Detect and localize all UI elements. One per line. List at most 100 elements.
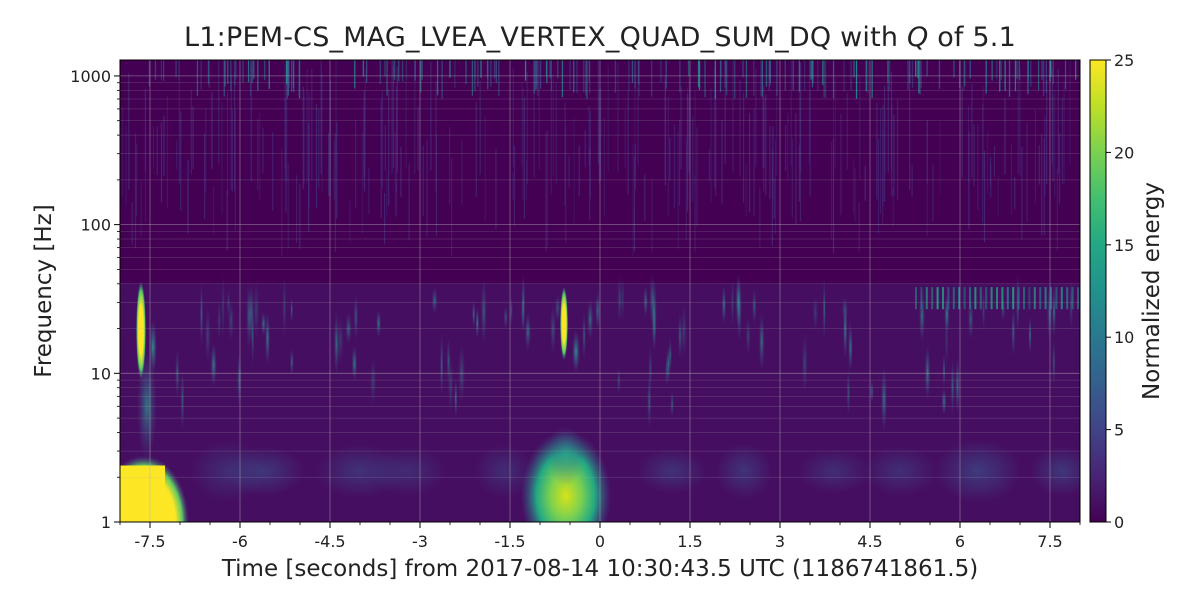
high-band-streak bbox=[925, 287, 928, 310]
streak-feature bbox=[282, 274, 287, 339]
noise-speckle-high bbox=[964, 60, 966, 87]
noise-speckle-high bbox=[824, 60, 827, 99]
noise-speckle bbox=[311, 68, 313, 180]
noise-speckle-high bbox=[917, 60, 919, 79]
noise-speckle bbox=[834, 77, 836, 169]
noise-speckle bbox=[461, 140, 463, 206]
noise-speckle-high bbox=[287, 60, 289, 83]
streak-feature bbox=[648, 345, 653, 393]
streak-feature bbox=[752, 288, 757, 325]
noise-speckle bbox=[644, 174, 646, 221]
grid-lines bbox=[120, 60, 1080, 522]
event-streak bbox=[560, 286, 568, 361]
x-tick-label: -1.5 bbox=[494, 532, 525, 551]
noise-speckle bbox=[391, 60, 393, 175]
noise-speckle bbox=[178, 81, 180, 184]
noise-speckle-high bbox=[850, 60, 852, 90]
event-halo bbox=[547, 425, 584, 486]
streak-feature bbox=[509, 294, 513, 327]
event-streak-echo bbox=[572, 329, 580, 374]
streak-feature bbox=[924, 344, 931, 401]
noise-speckle bbox=[633, 206, 635, 236]
streak-feature bbox=[472, 300, 476, 328]
noise-speckle bbox=[877, 139, 880, 234]
noise-speckle-high bbox=[804, 60, 806, 91]
noise-speckle bbox=[679, 119, 681, 206]
noise-speckle bbox=[1057, 68, 1059, 175]
noise-speckle bbox=[890, 72, 893, 172]
noise-speckle bbox=[748, 112, 751, 213]
streak-feature bbox=[503, 305, 509, 330]
noise-speckle-high bbox=[660, 60, 662, 83]
high-band-streak bbox=[979, 287, 982, 310]
streak-feature bbox=[822, 277, 826, 343]
noise-speckle bbox=[1069, 60, 1071, 165]
noise-speckle-high bbox=[765, 60, 768, 87]
noise-speckle bbox=[971, 84, 973, 178]
noise-speckle-high bbox=[1027, 60, 1029, 82]
early-streak-echo bbox=[149, 319, 157, 376]
high-band-streak bbox=[1077, 287, 1079, 310]
noise-speckle-high bbox=[490, 60, 492, 87]
plot-area bbox=[120, 60, 1080, 522]
noise-speckle bbox=[909, 73, 911, 190]
x-axis-label: Time [seconds] from 2017-08-14 10:30:43.… bbox=[221, 556, 979, 582]
noise-speckle bbox=[417, 106, 419, 171]
streak-feature bbox=[870, 379, 874, 404]
noise-speckle-high bbox=[207, 60, 210, 84]
noise-speckle bbox=[1041, 134, 1043, 236]
noise-speckle bbox=[598, 89, 600, 184]
noise-speckle bbox=[1019, 66, 1021, 176]
noise-speckle bbox=[932, 164, 934, 222]
streak-feature bbox=[745, 316, 751, 356]
noise-speckle-high bbox=[920, 60, 922, 88]
noise-speckle-high bbox=[524, 60, 527, 81]
noise-speckle-high bbox=[1018, 60, 1021, 81]
noise-speckle-high bbox=[480, 60, 482, 78]
high-band-streak bbox=[996, 287, 998, 310]
noise-speckle-high bbox=[725, 60, 728, 89]
streak-feature bbox=[554, 294, 561, 323]
noise-speckle bbox=[414, 60, 416, 175]
noise-speckle-high bbox=[1016, 60, 1018, 79]
low-frequency-blob bbox=[934, 439, 1022, 503]
noise-speckle bbox=[321, 74, 323, 192]
noise-speckle-high bbox=[449, 60, 451, 78]
streak-feature bbox=[431, 286, 438, 314]
noise-speckle-high bbox=[242, 60, 244, 83]
streak-feature bbox=[290, 296, 294, 324]
noise-speckle bbox=[234, 71, 236, 191]
noise-speckle-high bbox=[298, 60, 300, 96]
x-tick-label: 4.5 bbox=[857, 532, 882, 551]
noise-speckle bbox=[809, 89, 811, 197]
noise-speckle-high bbox=[585, 60, 587, 96]
noise-speckle-high bbox=[379, 60, 381, 84]
noise-speckle bbox=[624, 109, 626, 169]
noise-speckle-high bbox=[533, 60, 535, 94]
noise-speckle bbox=[250, 65, 252, 182]
streak-feature bbox=[731, 277, 734, 330]
streak-feature bbox=[351, 345, 358, 383]
noise-speckle bbox=[896, 99, 899, 200]
x-tick-label: 0 bbox=[595, 532, 605, 551]
streak-feature bbox=[337, 315, 344, 366]
x-tick-label: -7.5 bbox=[134, 532, 165, 551]
noise-speckle bbox=[637, 60, 639, 165]
noise-speckle bbox=[526, 71, 528, 184]
streak-feature bbox=[955, 356, 960, 415]
noise-speckle bbox=[1026, 122, 1028, 223]
streak-feature bbox=[670, 390, 675, 418]
noise-speckle-high bbox=[698, 60, 701, 90]
noise-speckle bbox=[1054, 89, 1056, 197]
noise-speckle bbox=[708, 149, 710, 180]
low-frequency-blob bbox=[369, 446, 447, 497]
noise-speckle-high bbox=[823, 60, 825, 98]
noise-speckle bbox=[724, 60, 726, 164]
high-band-streak bbox=[974, 287, 977, 310]
noise-speckle-high bbox=[909, 60, 911, 83]
noise-speckle bbox=[435, 81, 437, 193]
noise-speckle bbox=[495, 148, 497, 230]
noise-speckle-high bbox=[586, 60, 588, 99]
noise-speckle bbox=[763, 100, 765, 192]
noise-speckle bbox=[743, 92, 745, 203]
